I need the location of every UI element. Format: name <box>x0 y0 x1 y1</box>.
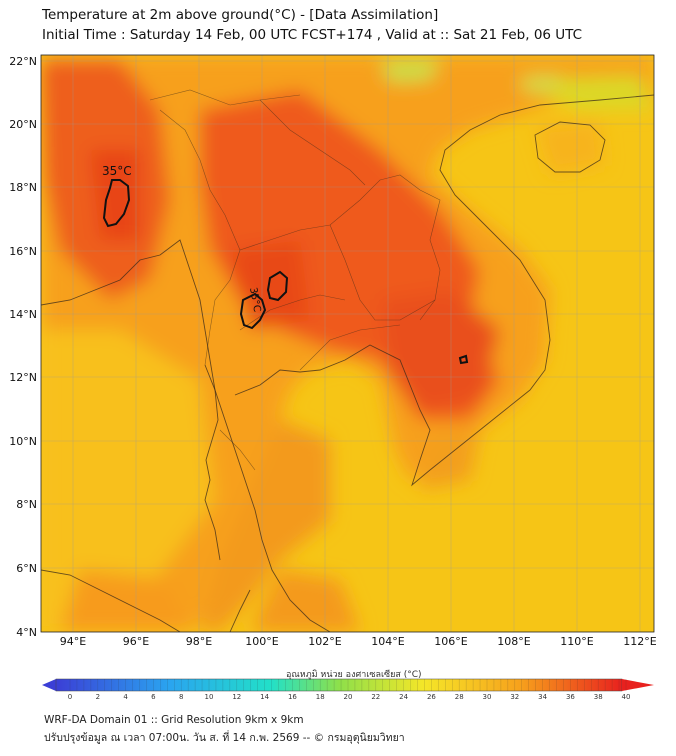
country-borders <box>149 89 441 471</box>
mekong-delta-zone <box>420 430 480 490</box>
green-patch-north <box>380 60 440 82</box>
colorbar-tick-label: 32 <box>510 693 519 701</box>
colorbar-tick-label: 14 <box>260 693 269 701</box>
contour-label-35: 35°C <box>102 164 132 178</box>
lat-label: 6°N <box>16 562 37 575</box>
lon-label: 104°E <box>371 635 404 648</box>
lat-label: 16°N <box>9 245 37 258</box>
colorbar-tick-label: 2 <box>96 693 100 701</box>
colorbar-tick-label: 38 <box>594 693 603 701</box>
lat-label: 4°N <box>16 626 37 639</box>
sumatra-warm-zone <box>60 570 190 632</box>
peninsula-warm-zone <box>200 420 330 632</box>
map-border <box>40 54 655 633</box>
lon-label: 102°E <box>308 635 341 648</box>
lat-label: 8°N <box>16 498 37 511</box>
colorbar-tick-label: 18 <box>316 693 325 701</box>
latitude-axis: 22°N 20°N 18°N 16°N 14°N 12°N 10°N 8°N 6… <box>9 55 37 639</box>
lon-label: 98°E <box>186 635 212 648</box>
contour-cambodia <box>458 354 469 365</box>
malaysia-warm-zone <box>250 570 360 632</box>
colorbar-tick-label: 28 <box>455 693 464 701</box>
contour-35c <box>102 179 469 365</box>
colorbar-tick-label: 24 <box>399 693 408 701</box>
lat-label: 18°N <box>9 181 37 194</box>
footer-update: ปรับปรุงข้อมูล ณ เวลา 07:00น. วัน ส. ที่… <box>44 732 405 744</box>
lon-label: 110°E <box>560 635 593 648</box>
colorbar-tick-label: 40 <box>622 693 631 701</box>
colorbar-tick-label: 4 <box>123 693 128 701</box>
lon-label: 100°E <box>245 635 278 648</box>
colorbar-tick-label: 22 <box>371 693 380 701</box>
map-subtitle: Initial Time : Saturday 14 Feb, 00 UTC F… <box>42 27 583 43</box>
lon-label: 108°E <box>497 635 530 648</box>
colorbar-min-arrow <box>42 679 56 691</box>
lat-label: 10°N <box>9 435 37 448</box>
lon-label: 94°E <box>60 635 86 648</box>
colorbar-tick-label: 10 <box>205 693 214 701</box>
hainan-warm-zone <box>535 120 605 175</box>
lon-label: 112°E <box>623 635 656 648</box>
andaman-mild-zone <box>41 330 215 632</box>
lat-label: 12°N <box>9 371 37 384</box>
cambodia-hot-zone <box>380 290 500 410</box>
lon-label: 96°E <box>123 635 149 648</box>
lat-label: 22°N <box>9 55 37 68</box>
green-patch-east <box>520 75 560 92</box>
colorbar-tick-label: 34 <box>538 693 547 701</box>
lon-label: 106°E <box>434 635 467 648</box>
colorbar-tick-label: 0 <box>68 693 72 701</box>
coastlines <box>41 94 654 632</box>
colorbar-tick-label: 8 <box>179 693 183 701</box>
colorbar-tick-label: 6 <box>151 693 156 701</box>
colorbar-tick-label: 16 <box>288 693 297 701</box>
contour-thailand-west <box>239 292 267 330</box>
colorbar-max-arrow <box>622 679 654 691</box>
footer-resolution: WRF-DA Domain 01 :: Grid Resolution 9km … <box>44 714 304 726</box>
colorbar: 0 2 4 6 8 10 12 14 16 18 20 22 24 26 28 30 32 34 36 38 40 <box>42 678 654 701</box>
contour-myanmar <box>102 179 131 228</box>
map-title: Temperature at 2m above ground(°C) - [Da… <box>42 7 439 23</box>
colorbar-tick-label: 36 <box>566 693 575 701</box>
contour-thailand-east <box>266 270 289 302</box>
longitude-axis: 94°E 96°E 98°E 100°E 102°E 104°E 106°E 1… <box>60 635 657 648</box>
lat-label: 14°N <box>9 308 37 321</box>
colorbar-tick-label: 26 <box>427 693 436 701</box>
colorbar-tick-label: 12 <box>232 693 241 701</box>
myanmar-core-zone <box>90 150 140 240</box>
colorbar-label: อุณหภูมิ หน่วย องศาเซลเซียส (°C) <box>286 670 422 680</box>
contour-label-35-thailand: 35°C <box>247 287 262 313</box>
graticule <box>41 55 654 632</box>
colorbar-tick-label: 20 <box>344 693 353 701</box>
temperature-field: 35°C 35°C <box>41 55 654 632</box>
colorbar-tick-label: 30 <box>483 693 492 701</box>
lat-label: 20°N <box>9 118 37 131</box>
central-thailand-hot-zone <box>230 240 310 330</box>
